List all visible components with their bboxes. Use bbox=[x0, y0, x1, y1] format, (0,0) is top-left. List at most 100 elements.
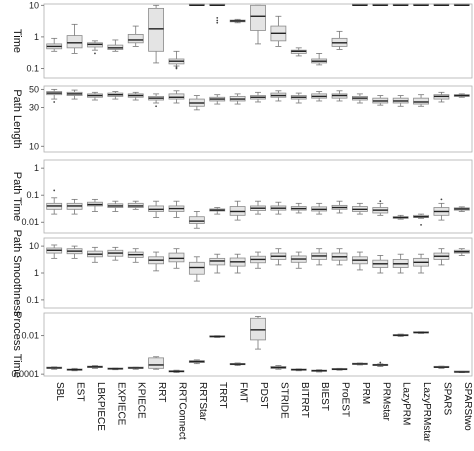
outlier-point bbox=[94, 52, 96, 55]
box-SPARS bbox=[433, 248, 450, 266]
box-EST bbox=[66, 198, 83, 215]
y-tick-label: 1 bbox=[34, 32, 39, 42]
category-label-LazyPRMstar: LazyPRMstar bbox=[421, 382, 432, 443]
category-label-LazyPRM: LazyPRM bbox=[401, 382, 412, 425]
iqr-box bbox=[148, 357, 164, 369]
box-RRT bbox=[148, 200, 164, 218]
box-EXPIECE bbox=[107, 246, 124, 261]
box-SPARStwo bbox=[453, 93, 470, 98]
box-TRRT bbox=[209, 3, 226, 24]
outlier-point bbox=[379, 200, 382, 203]
box-ProEST bbox=[331, 248, 348, 266]
box-PRM bbox=[352, 202, 368, 215]
box-RRT bbox=[148, 356, 164, 370]
y-tick-label: 10 bbox=[29, 0, 39, 10]
box-PRMstar bbox=[372, 255, 389, 274]
y-axis-label-path-length: Path Length bbox=[11, 89, 23, 148]
category-label-STRIDE: STRIDE bbox=[278, 382, 289, 419]
y-tick-label: 10 bbox=[29, 141, 39, 151]
box-BIEST bbox=[311, 202, 328, 215]
box-BITRRT bbox=[290, 251, 307, 269]
box-EST bbox=[66, 89, 83, 100]
box-LazyPRMstar bbox=[413, 3, 429, 7]
iqr-box bbox=[188, 261, 205, 275]
box-BIEST bbox=[311, 248, 328, 266]
box-EXPIECE bbox=[107, 39, 124, 52]
y-axis-label-path-time: Path Time bbox=[11, 172, 23, 222]
box-KPIECE bbox=[127, 366, 144, 370]
box-TRRT bbox=[209, 94, 226, 105]
box-FMT bbox=[229, 362, 246, 366]
box-RRTConnect bbox=[168, 248, 185, 269]
category-label-KPIECE: KPIECE bbox=[136, 382, 147, 419]
box-ProEST bbox=[331, 90, 348, 102]
box-STRIDE bbox=[270, 248, 287, 266]
category-label-SPARS: SPARS bbox=[441, 382, 452, 415]
category-label-SBL: SBL bbox=[54, 382, 65, 401]
box-TRRT bbox=[209, 253, 226, 274]
outlier-point bbox=[216, 16, 219, 19]
box-SPARStwo bbox=[453, 248, 470, 256]
box-EST bbox=[66, 367, 83, 372]
box-ProEST bbox=[331, 30, 348, 50]
category-label-RRTConnect: RRTConnect bbox=[176, 382, 187, 440]
box-RRTConnect bbox=[168, 50, 185, 70]
category-label-LBKPIECE: LBKPIECE bbox=[95, 382, 106, 431]
category-label-TRRT: TRRT bbox=[217, 382, 228, 408]
panel-frame-path-time bbox=[43, 159, 473, 234]
panel-frame-path-smoothness bbox=[43, 237, 473, 309]
category-label-BIEST: BIEST bbox=[319, 382, 330, 411]
box-LazyPRM bbox=[392, 333, 409, 337]
box-RRT bbox=[148, 4, 164, 64]
box-RRTConnect bbox=[168, 90, 185, 104]
box-BITRRT bbox=[290, 368, 307, 372]
box-BIEST bbox=[311, 369, 328, 373]
box-PDST bbox=[250, 4, 266, 45]
iqr-box bbox=[66, 35, 83, 49]
box-PRMstar bbox=[372, 361, 389, 367]
box-PDST bbox=[250, 91, 266, 103]
box-LazyPRMstar bbox=[413, 94, 429, 107]
box-SPARS bbox=[433, 3, 450, 7]
box-SBL bbox=[46, 37, 63, 52]
box-BITRRT bbox=[290, 202, 307, 214]
iqr-box bbox=[250, 317, 266, 341]
iqr-box bbox=[168, 93, 185, 100]
outlier-point bbox=[53, 189, 56, 192]
box-SPARS bbox=[433, 198, 450, 221]
category-labels: SBL EST LBKPIECE EXPIECE KPIECE RRT RRTConnect… bbox=[54, 382, 473, 443]
box-LazyPRM bbox=[392, 253, 409, 274]
box-LBKPIECE bbox=[87, 365, 103, 369]
box-EXPIECE bbox=[107, 200, 124, 212]
box-KPIECE bbox=[127, 25, 144, 47]
box-SPARS bbox=[433, 365, 450, 369]
category-label-BITRRT: BITRRT bbox=[299, 382, 310, 418]
box-STRIDE bbox=[270, 365, 287, 370]
y-axis-label-process-time: Process Time bbox=[11, 311, 23, 378]
box-SPARStwo bbox=[453, 370, 470, 374]
box-SPARS bbox=[433, 91, 450, 103]
outlier-point bbox=[440, 198, 443, 201]
box-KPIECE bbox=[127, 200, 144, 210]
box-FMT bbox=[229, 18, 246, 24]
box-BITRRT bbox=[290, 47, 307, 57]
box-FMT bbox=[229, 200, 246, 221]
box-PDST bbox=[250, 200, 266, 215]
category-label-EXPIECE: EXPIECE bbox=[115, 382, 126, 426]
box-RRTStar bbox=[188, 359, 205, 365]
box-PRM bbox=[352, 251, 368, 271]
box-PRM bbox=[352, 3, 368, 7]
category-label-ProEST: ProEST bbox=[340, 382, 351, 417]
box-KPIECE bbox=[127, 91, 144, 101]
panel-path-length: 50 30 10 Path Length bbox=[11, 84, 473, 153]
box-STRIDE bbox=[270, 15, 287, 47]
box-PRM bbox=[352, 362, 368, 366]
box-SBL bbox=[46, 88, 63, 103]
box-RRTStar bbox=[188, 211, 205, 229]
iqr-box bbox=[148, 7, 164, 52]
box-LazyPRMstar bbox=[413, 253, 429, 274]
